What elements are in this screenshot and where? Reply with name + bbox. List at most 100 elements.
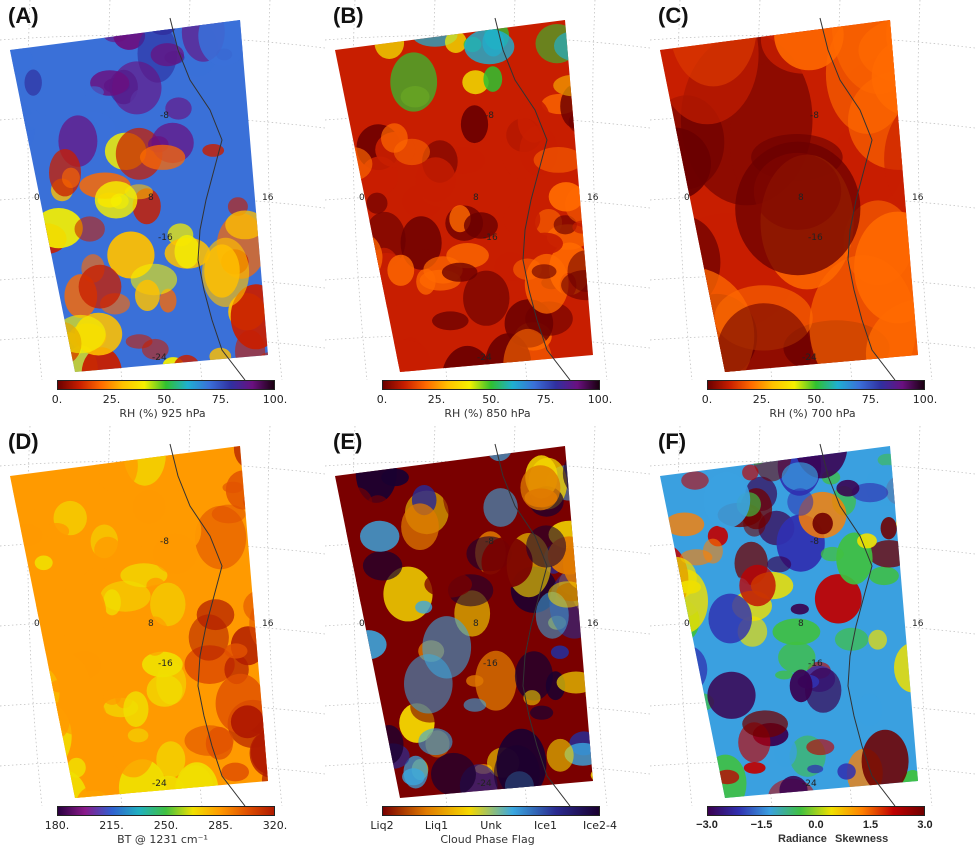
map-coordinate-label: -16 bbox=[808, 659, 823, 669]
map-coordinate-label: -24 bbox=[152, 353, 167, 363]
coastline bbox=[819, 17, 896, 380]
map-coordinate-label: 16 bbox=[262, 619, 274, 629]
map-coordinate-label: -8 bbox=[485, 111, 494, 121]
map-coordinate-label: -16 bbox=[158, 659, 173, 669]
map-d: -8 -16 -24 0 8 16 bbox=[0, 426, 325, 806]
map-coordinate-label: 16 bbox=[587, 619, 599, 629]
colorbar-tick: Ice2-4 bbox=[582, 819, 618, 832]
coastline bbox=[494, 443, 571, 806]
map-coordinate-label: -24 bbox=[152, 779, 167, 789]
colorbar-label: RH (%) 925 hPa bbox=[119, 407, 206, 420]
panel-letter-b: (B) bbox=[333, 3, 364, 28]
colorbar-gradient bbox=[57, 380, 275, 390]
colorbar-a: 0. 25. 50. 75. 100. RH (%) 925 hPa bbox=[0, 380, 325, 426]
colorbar-tick: 50. bbox=[482, 393, 500, 406]
map-coordinate-label: -8 bbox=[160, 111, 169, 121]
colorbar-tick: 100. bbox=[912, 393, 938, 406]
panel-letter-e: (E) bbox=[333, 429, 363, 454]
map-f: -8 -16 -24 0 8 16 bbox=[650, 426, 975, 806]
colorbar-tick: 320. bbox=[262, 819, 288, 832]
map-coordinate-label: -24 bbox=[802, 353, 817, 363]
colorbar-gradient bbox=[382, 380, 600, 390]
map-coordinate-label: 16 bbox=[912, 619, 924, 629]
map-coordinate-label: 0 bbox=[359, 619, 365, 629]
map-coordinate-label: 16 bbox=[262, 193, 274, 203]
panel-letter-d: (D) bbox=[8, 429, 39, 454]
panel-letter-a: (A) bbox=[8, 3, 39, 28]
map-coordinate-label: 8 bbox=[473, 193, 479, 203]
colorbar-gradient bbox=[707, 380, 925, 390]
panel-e: -8 -16 -24 0 8 16 (E) Liq2 Liq1 Unk Ice1 Ice2… bbox=[325, 426, 650, 852]
colorbar-tick: 25. bbox=[752, 393, 771, 406]
colorbar-tick: 0. bbox=[376, 393, 388, 406]
map-coordinate-label: -8 bbox=[810, 111, 819, 121]
map-coordinate-label: 8 bbox=[148, 193, 154, 203]
map-coordinate-label: 0 bbox=[359, 193, 365, 203]
map-coordinate-label: -8 bbox=[810, 537, 819, 547]
map-coordinate-label: 0 bbox=[34, 193, 40, 203]
map-coordinate-label: 16 bbox=[912, 193, 924, 203]
colorbar-tick: 50. bbox=[157, 393, 175, 406]
map-coordinate-label: 0 bbox=[684, 619, 690, 629]
colorbar-tick: Unk bbox=[480, 819, 502, 832]
colorbar-f: −3.0 −1.5 0.0 1.5 3.0 Radiance Skewness bbox=[650, 806, 975, 852]
colorbar-tick: −3.0 bbox=[696, 819, 718, 831]
colorbar-tick: 100. bbox=[587, 393, 613, 406]
colorbar-tick: 215. bbox=[99, 819, 124, 832]
coastline bbox=[494, 17, 571, 380]
colorbar-tick: 0. bbox=[51, 393, 63, 406]
colorbar-label-right: Skewness bbox=[835, 833, 889, 845]
colorbar-tick: Ice1 bbox=[533, 819, 558, 832]
map-c: -8 -16 -24 0 8 16 bbox=[650, 0, 975, 380]
map-coordinate-label: -16 bbox=[158, 233, 173, 243]
colorbar-tick: 250. bbox=[153, 819, 179, 832]
data-field bbox=[335, 20, 593, 372]
map-coordinate-label: 0 bbox=[34, 619, 40, 629]
coastline bbox=[169, 443, 246, 806]
data-field bbox=[660, 20, 918, 372]
panel-c: -8 -16 -24 0 8 16 (C) 0. 25. 50. 75. 100. RH … bbox=[650, 0, 975, 426]
colorbar-tick: 100. bbox=[262, 393, 288, 406]
colorbar-tick: Liq1 bbox=[424, 819, 449, 832]
colorbar-tick: 285. bbox=[208, 819, 233, 832]
colorbar-tick: Liq2 bbox=[370, 819, 394, 832]
colorbar-label: Cloud Phase Flag bbox=[440, 833, 535, 846]
panel-letter-c: (C) bbox=[658, 3, 689, 28]
map-coordinate-label: 16 bbox=[587, 193, 599, 203]
map-a: -8 -16 -24 0 8 16 bbox=[0, 0, 325, 380]
map-coordinate-label: -16 bbox=[483, 233, 498, 243]
colorbar-tick: 75. bbox=[211, 393, 230, 406]
map-coordinate-label: -24 bbox=[477, 779, 492, 789]
map-coordinate-label: 8 bbox=[473, 619, 479, 629]
map-b: -8 -16 -24 0 8 16 bbox=[325, 0, 650, 380]
colorbar-tick: 3.0 bbox=[917, 819, 933, 831]
map-coordinate-label: 8 bbox=[798, 193, 804, 203]
colorbar-label: RH (%) 850 hPa bbox=[444, 407, 531, 420]
coastline bbox=[169, 17, 246, 380]
map-coordinate-label: -24 bbox=[477, 353, 492, 363]
map-coordinate-label: -8 bbox=[160, 537, 169, 547]
map-coordinate-label: -24 bbox=[802, 779, 817, 789]
panel-a: -8 -16 -24 0 8 16 (A) 0. 25. 50. 75. 100. RH … bbox=[0, 0, 325, 426]
colorbar-tick: 75. bbox=[861, 393, 880, 406]
colorbar-c: 0. 25. 50. 75. 100. RH (%) 700 hPa bbox=[650, 380, 975, 426]
colorbar-tick: 25. bbox=[427, 393, 446, 406]
colorbar-tick: 75. bbox=[536, 393, 555, 406]
data-field bbox=[660, 446, 918, 798]
colorbar-tick: −1.5 bbox=[750, 819, 773, 831]
map-coordinate-label: 0 bbox=[684, 193, 690, 203]
colorbar-label: RH (%) 700 hPa bbox=[769, 407, 856, 420]
map-coordinate-label: 8 bbox=[148, 619, 154, 629]
panel-b: -8 -16 -24 0 8 16 (B) 0. 25. 50. 75. 100. RH … bbox=[325, 0, 650, 426]
map-coordinate-label: -16 bbox=[483, 659, 498, 669]
map-coordinate-label: -16 bbox=[808, 233, 823, 243]
data-field bbox=[10, 20, 268, 372]
coastline bbox=[819, 443, 896, 806]
panel-letter-f: (F) bbox=[658, 429, 687, 454]
data-field bbox=[335, 446, 593, 798]
panel-f: -8 -16 -24 0 8 16 (F) −3.0 −1.5 0.0 1.5 3.0 R… bbox=[650, 426, 975, 852]
colorbar-tick: 1.5 bbox=[862, 819, 879, 831]
colorbar-tick: 50. bbox=[807, 393, 825, 406]
colorbar-gradient bbox=[57, 806, 275, 816]
colorbar-gradient bbox=[382, 806, 600, 816]
